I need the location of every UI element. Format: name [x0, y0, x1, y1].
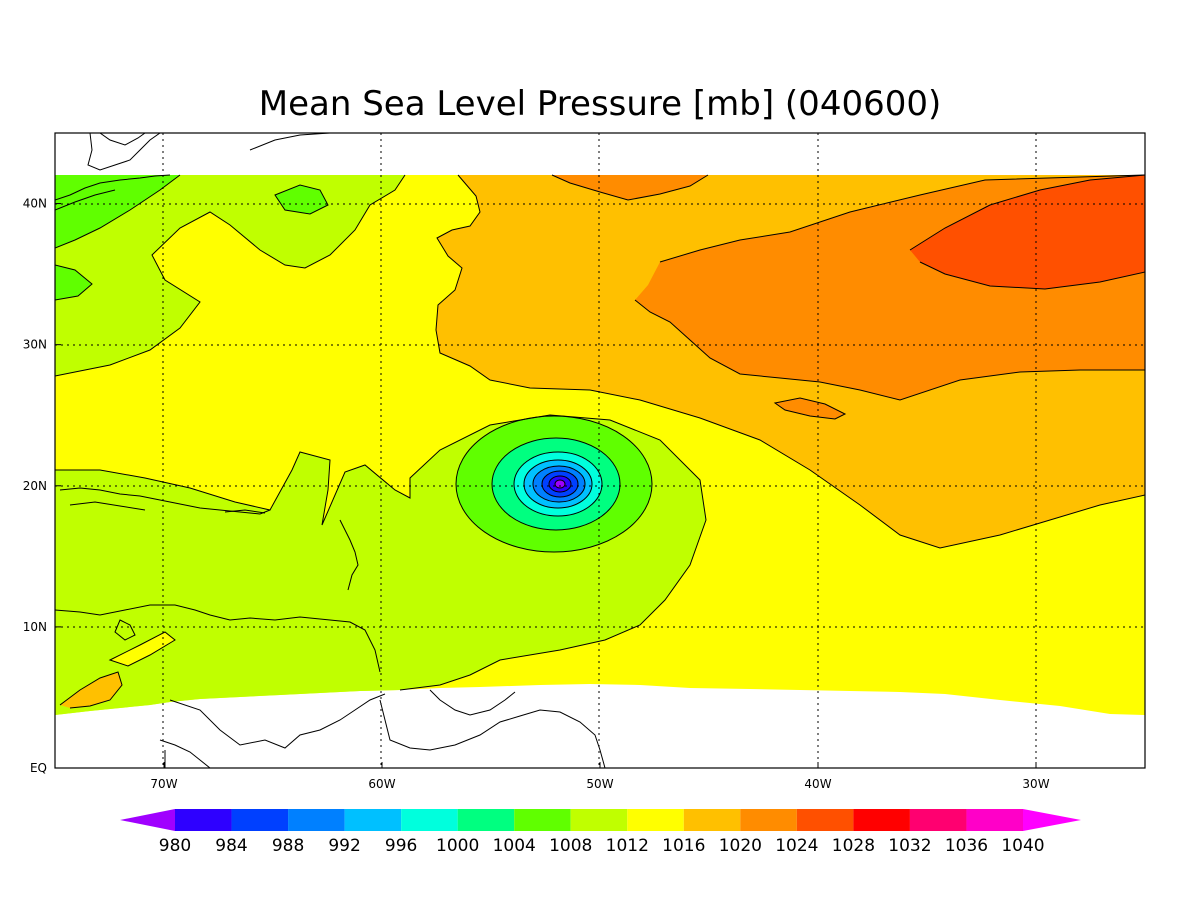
colorbar-label: 988 — [272, 836, 304, 856]
colorbar-swatch — [627, 809, 684, 831]
colorbar-swatch — [740, 809, 797, 831]
colorbar-label: 1028 — [832, 836, 875, 856]
colorbar-swatch — [966, 809, 1023, 831]
contour-band-coastal-patch-2 — [110, 632, 175, 666]
colorbar-swatch — [853, 809, 910, 831]
y-tick-label: 40N — [23, 197, 47, 211]
x-tick-label: 30W — [1022, 777, 1049, 791]
low-contour-lines — [455, 415, 653, 553]
colorbar-label: 1032 — [888, 836, 931, 856]
map-title: Mean Sea Level Pressure [mb] (040600) — [259, 84, 942, 124]
y-tick-label: EQ — [30, 761, 47, 775]
colorbar-swatch — [457, 809, 515, 831]
contour-small-patch — [775, 398, 845, 419]
colorbar-label: 1024 — [775, 836, 818, 856]
colorbar-label: 1020 — [719, 836, 762, 856]
colorbar-label: 1004 — [493, 836, 536, 856]
contour-band-1004-1008-w-patch — [55, 265, 92, 300]
colorbar-label: 1036 — [945, 836, 988, 856]
colorbar-swatch — [796, 809, 854, 831]
colorbar-swatch — [288, 809, 345, 831]
colorbar-swatch — [683, 809, 741, 831]
colorbar-swatch — [570, 809, 628, 831]
colorbar-label: 980 — [159, 836, 191, 856]
grid-lines — [55, 133, 1145, 768]
colorbar: 980 984 988 992 996 1000 1004 1008 1012 1016 1020 1… — [120, 809, 1081, 856]
low-ring-core — [555, 480, 565, 488]
x-tick-label: 40W — [804, 777, 831, 791]
colorbar-swatch — [231, 809, 289, 831]
colorbar-label: 1040 — [1001, 836, 1044, 856]
contour-band-1004-1008-nw — [55, 175, 180, 248]
contour-band-1008-1012-west — [55, 175, 405, 376]
colorbar-label: 1016 — [662, 836, 705, 856]
x-tick-label: 50W — [586, 777, 613, 791]
x-tick-label: 70W — [150, 777, 177, 791]
colorbar-label: 1012 — [606, 836, 649, 856]
y-tick-label: 20N — [23, 479, 47, 493]
colorbar-swatch — [514, 809, 571, 831]
x-tick-label: 60W — [368, 777, 395, 791]
colorbar-label: 1008 — [549, 836, 592, 856]
contour-band-coastal-patch — [60, 672, 122, 708]
y-tick-label: 10N — [23, 620, 47, 634]
contour-band-top-1020-1024 — [552, 175, 708, 200]
colorbar-swatch — [175, 809, 232, 831]
colorbar-label: 992 — [328, 836, 360, 856]
colorbar-arrow-high — [1023, 809, 1081, 831]
colorbar-label: 1000 — [436, 836, 479, 856]
y-axis-ticks: EQ 10N 20N 30N 40N — [23, 197, 61, 775]
contour-lines — [55, 174, 1145, 709]
map-plot-area — [55, 133, 1145, 768]
colorbar-label: 984 — [215, 836, 247, 856]
y-tick-label: 30N — [23, 338, 47, 352]
colorbar-swatch — [344, 809, 402, 831]
contour-band-1004-1008-nw-patch — [275, 185, 328, 214]
x-axis-ticks: 70W 60W 50W 40W 30W — [150, 762, 1050, 791]
coastlines — [55, 133, 606, 768]
contour-band-1024-1028 — [910, 175, 1145, 289]
colorbar-arrow-low — [120, 809, 175, 831]
colorbar-label: 996 — [385, 836, 417, 856]
colorbar-swatch — [401, 809, 458, 831]
colorbar-swatch — [909, 809, 967, 831]
